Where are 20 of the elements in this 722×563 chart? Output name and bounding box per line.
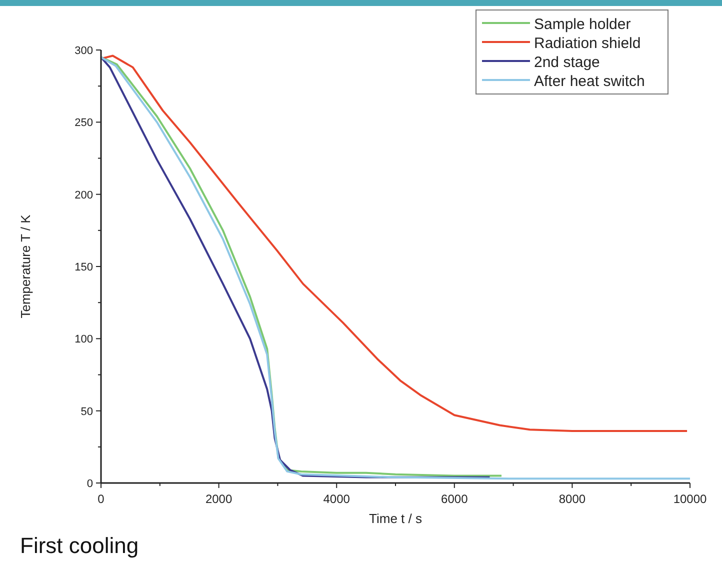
x-tick-label: 2000 [205,492,232,506]
y-tick-label: 50 [80,406,93,418]
x-tick-label: 4000 [323,492,350,506]
y-tick-label: 250 [74,117,93,130]
text: First cooling [20,533,139,558]
x-axis-title: Time t / s [369,511,422,526]
legend-label: Radiation shield [534,35,641,52]
x-tick-label: 6000 [441,492,468,506]
legend-label: Sample holder [534,16,631,33]
y-tick-label: 200 [74,189,93,202]
y-tick-label: 100 [74,334,93,346]
x-tick-label: 8000 [558,492,586,506]
legend-label: After heat switch [534,73,645,90]
y-tick-label: 300 [74,45,93,57]
y-axis-title: Temperature T / K [18,214,33,318]
y-tick-label: 150 [74,262,93,274]
legend-label: 2nd stage [534,54,600,71]
x-tick-label: 10000 [673,492,708,506]
y-tick-label: 0 [86,478,93,490]
x-tick-label: 0 [98,492,105,506]
